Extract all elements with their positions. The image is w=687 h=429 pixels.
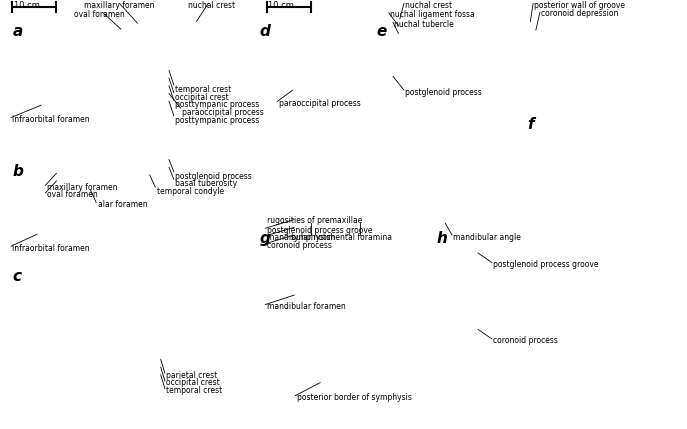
Text: oval foramen: oval foramen (74, 10, 124, 19)
Text: postglenoid process groove: postglenoid process groove (267, 226, 372, 235)
Text: infraorbital foramen: infraorbital foramen (12, 115, 90, 124)
Text: occipital crest: occipital crest (175, 93, 229, 102)
Text: alar foramen: alar foramen (98, 200, 147, 209)
Text: basal tuberosity: basal tuberosity (175, 179, 237, 188)
Text: maxillary foramen: maxillary foramen (47, 183, 117, 192)
Text: mandibular foramen: mandibular foramen (267, 302, 346, 311)
Text: g: g (260, 231, 271, 246)
Text: postglenoid process groove: postglenoid process groove (493, 260, 599, 269)
Text: mental foramina: mental foramina (328, 233, 392, 242)
Text: postglenoid process: postglenoid process (175, 172, 252, 181)
Text: temporal crest: temporal crest (166, 386, 223, 395)
Text: maxillary foramen: maxillary foramen (85, 1, 155, 10)
Text: coronoid process: coronoid process (493, 336, 558, 345)
Text: temporal crest: temporal crest (175, 85, 232, 94)
Text: coronoid process: coronoid process (267, 241, 331, 250)
Text: 10 cm: 10 cm (268, 1, 294, 10)
Text: 10 cm: 10 cm (14, 1, 40, 10)
Text: symphysis: symphysis (291, 233, 330, 242)
Text: parietal crest: parietal crest (166, 371, 218, 380)
Text: posterior border of symphysis: posterior border of symphysis (297, 393, 412, 402)
Text: rugosities of premaxillae: rugosities of premaxillae (267, 216, 362, 225)
Text: posterior wall of groove: posterior wall of groove (534, 1, 625, 10)
Text: nuchal tubercle: nuchal tubercle (394, 20, 454, 29)
Text: nuchal crest: nuchal crest (405, 1, 453, 10)
Text: infraorbital foramen: infraorbital foramen (12, 244, 90, 253)
Text: coronoid depression: coronoid depression (541, 9, 619, 18)
Text: oval foramen: oval foramen (47, 190, 98, 199)
Text: d: d (260, 24, 271, 39)
Text: c: c (12, 269, 21, 284)
Text: posttympanic process: posttympanic process (175, 100, 260, 109)
Text: e: e (376, 24, 387, 39)
Text: paraoccipital process: paraoccipital process (182, 108, 264, 117)
Text: f: f (528, 117, 534, 132)
Text: b: b (12, 164, 23, 179)
Text: nuchal crest: nuchal crest (188, 1, 235, 10)
Text: paraoccipital process: paraoccipital process (279, 99, 361, 108)
Text: a: a (12, 24, 23, 39)
Text: temporal condyle: temporal condyle (157, 187, 224, 196)
Text: nuchal ligament fossa: nuchal ligament fossa (390, 10, 475, 19)
Text: mandibular angle: mandibular angle (453, 233, 521, 242)
Text: h: h (436, 231, 447, 246)
Text: occipital crest: occipital crest (166, 378, 220, 387)
Text: postglenoid process: postglenoid process (405, 88, 482, 97)
Text: posttympanic process: posttympanic process (175, 116, 260, 125)
Text: mandibular notch: mandibular notch (267, 233, 335, 242)
